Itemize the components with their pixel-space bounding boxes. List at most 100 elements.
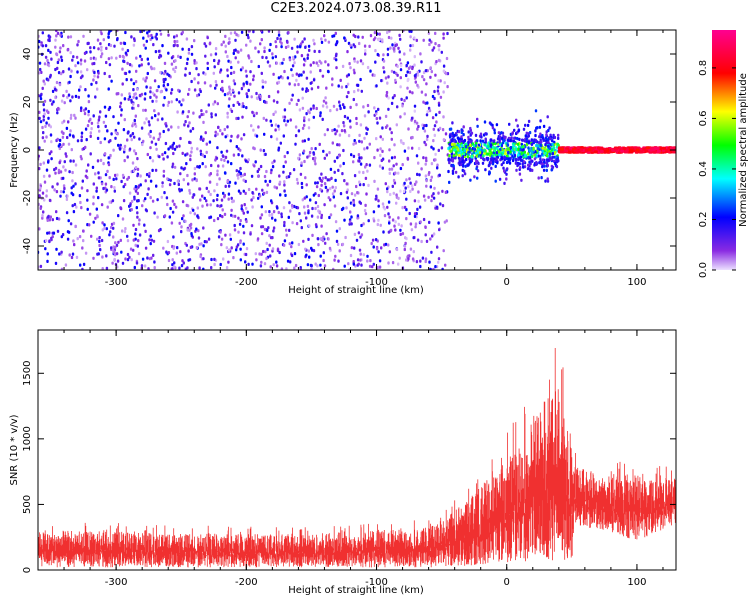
heatmap-cell <box>177 182 180 187</box>
heatmap-cell <box>286 40 289 44</box>
heatmap-cell <box>55 34 58 38</box>
heatmap-cell <box>71 204 74 208</box>
heatmap-cell <box>242 178 245 182</box>
heatmap-cell <box>143 97 147 101</box>
heatmap-cell <box>406 156 409 160</box>
heatmap-cell <box>155 184 158 188</box>
heatmap-cell <box>239 258 242 262</box>
heatmap-cell <box>104 124 107 128</box>
heatmap-cell <box>114 136 117 140</box>
heatmap-cell <box>193 88 197 92</box>
heatmap-cell <box>43 139 46 143</box>
heatmap-cell <box>431 48 434 52</box>
heatmap-cell <box>304 45 307 49</box>
heatmap-cell <box>497 131 501 135</box>
heatmap-cell <box>142 43 146 47</box>
heatmap-cell <box>462 169 466 173</box>
heatmap-cell <box>352 43 355 47</box>
heatmap-cell <box>135 69 138 73</box>
heatmap-cell <box>123 159 126 163</box>
heatmap-cell <box>233 228 237 232</box>
heatmap-cell <box>382 53 385 57</box>
heatmap-cell <box>236 243 240 247</box>
heatmap-cell <box>527 119 531 123</box>
heatmap-cell <box>413 119 417 123</box>
heatmap-cell <box>259 94 262 99</box>
heatmap-cell <box>349 210 352 214</box>
heatmap-cell <box>95 81 98 85</box>
heatmap-cell <box>274 123 278 127</box>
heatmap-cell <box>103 105 107 109</box>
heatmap-cell <box>408 70 412 75</box>
heatmap-cell <box>538 141 541 145</box>
spectrogram-x-tick-label: 100 <box>627 277 646 288</box>
heatmap-cell <box>277 127 281 131</box>
heatmap-cell <box>97 171 100 175</box>
heatmap-cell <box>222 40 225 44</box>
heatmap-cell <box>57 217 61 221</box>
heatmap-cell <box>341 242 345 246</box>
heatmap-cell <box>417 199 420 203</box>
heatmap-cell <box>97 176 101 180</box>
heatmap-cell <box>271 161 274 165</box>
heatmap-cell <box>269 265 272 269</box>
heatmap-cell <box>63 186 66 191</box>
heatmap-cell <box>308 154 311 158</box>
heatmap-cell <box>133 265 136 270</box>
heatmap-cell <box>110 225 113 230</box>
heatmap-cell <box>334 178 337 182</box>
heatmap-cell <box>359 252 362 256</box>
heatmap-cell <box>488 121 492 125</box>
heatmap-cell <box>147 34 150 38</box>
heatmap-cell <box>317 243 320 247</box>
heatmap-cell <box>79 108 83 113</box>
heatmap-cell <box>97 196 100 200</box>
heatmap-cell <box>534 129 537 133</box>
heatmap-cell <box>213 65 216 69</box>
heatmap-cell <box>103 152 107 156</box>
heatmap-cell <box>264 179 267 183</box>
heatmap-cell <box>384 114 388 118</box>
heatmap-cell <box>353 71 356 75</box>
heatmap-cell <box>205 199 208 203</box>
heatmap-cell <box>396 64 399 68</box>
heatmap-cell <box>121 261 125 265</box>
heatmap-cell <box>173 181 176 186</box>
heatmap-cell <box>297 98 300 102</box>
heatmap-cell <box>383 214 387 218</box>
heatmap-cell <box>45 194 48 198</box>
heatmap-cell <box>172 141 175 145</box>
heatmap-cell <box>44 124 47 128</box>
heatmap-cell <box>512 156 515 160</box>
heatmap-cell <box>294 263 298 268</box>
heatmap-cell <box>165 250 168 254</box>
heatmap-cell <box>73 202 77 207</box>
heatmap-cell <box>71 58 74 62</box>
heatmap-cell <box>128 255 131 259</box>
heatmap-cell <box>488 153 492 157</box>
heatmap-cell <box>531 168 534 172</box>
heatmap-cell <box>442 249 445 253</box>
heatmap-cell <box>459 157 462 162</box>
heatmap-cell <box>153 67 156 71</box>
heatmap-cell <box>44 44 48 48</box>
heatmap-cell <box>214 130 217 134</box>
heatmap-cell <box>356 83 360 87</box>
heatmap-cell <box>187 249 190 253</box>
heatmap-cell <box>413 74 417 78</box>
heatmap-cell <box>205 186 208 190</box>
heatmap-cell <box>103 226 106 230</box>
heatmap-cell <box>107 32 110 36</box>
heatmap-cell <box>172 67 175 71</box>
heatmap-cell <box>485 156 489 160</box>
heatmap-cell <box>426 134 429 138</box>
heatmap-cell <box>109 43 113 48</box>
spectrogram-y-axis-label: Frequency (Hz) <box>9 112 20 188</box>
heatmap-cell <box>442 32 445 36</box>
heatmap-cell <box>331 77 334 81</box>
heatmap-cell <box>43 198 46 202</box>
heatmap-cell <box>306 56 309 60</box>
heatmap-cell <box>413 199 417 203</box>
heatmap-cell <box>358 248 362 252</box>
heatmap-cell <box>369 259 372 263</box>
